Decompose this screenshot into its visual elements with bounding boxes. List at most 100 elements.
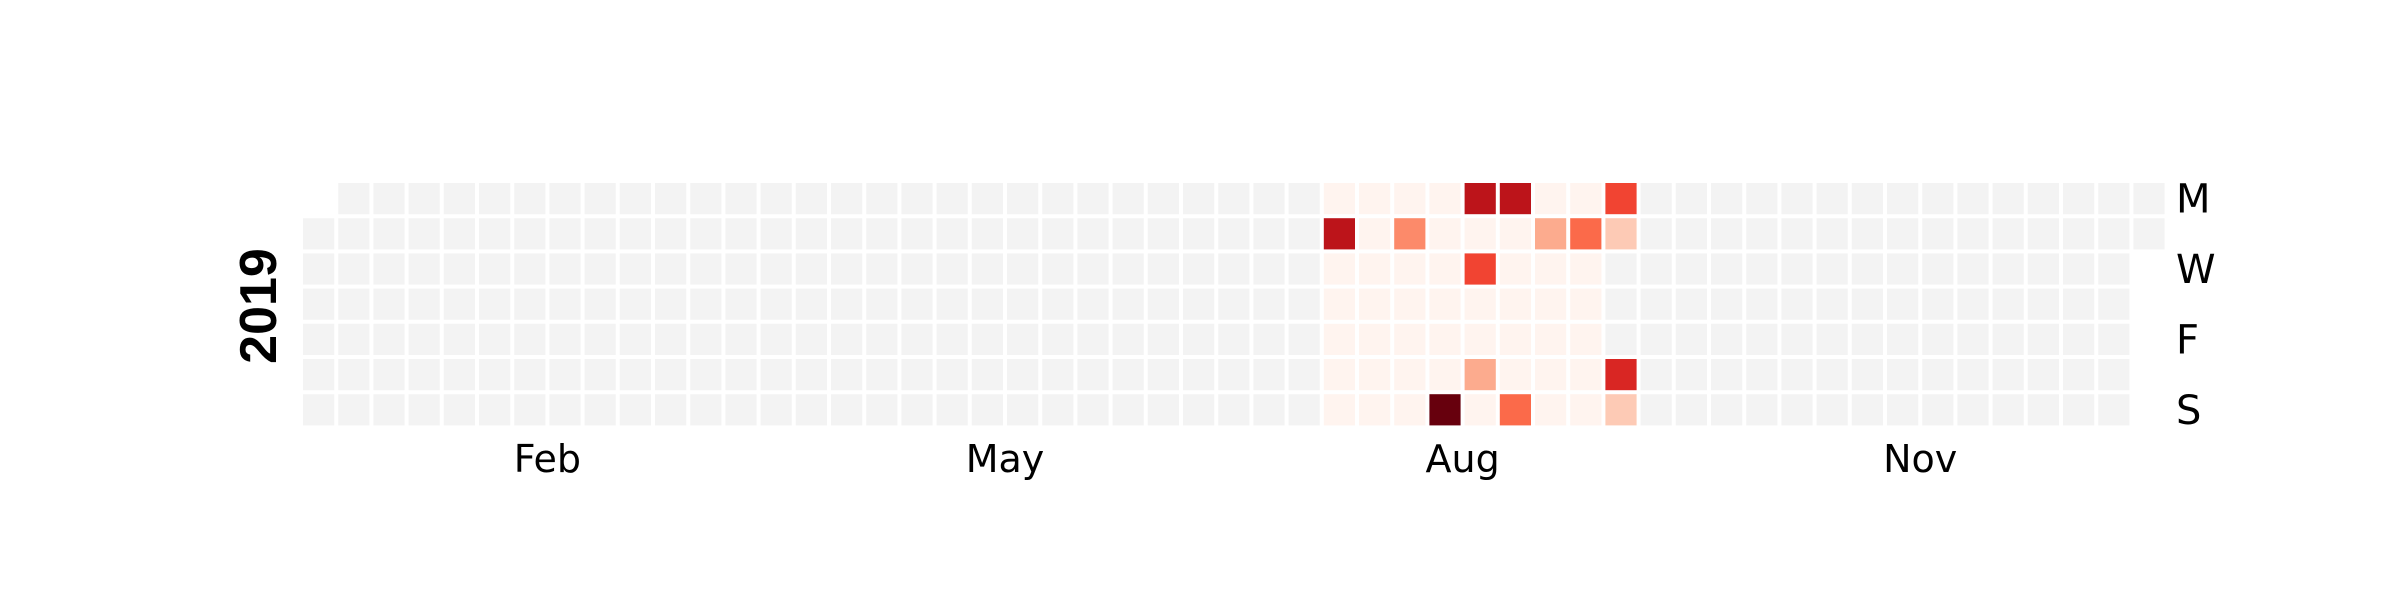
heatmap-cell xyxy=(1007,394,1039,426)
heatmap-cell xyxy=(479,323,511,355)
heatmap-cell xyxy=(549,253,581,285)
heatmap-cell xyxy=(831,253,863,285)
heatmap-cell xyxy=(1253,253,1285,285)
heatmap-cell xyxy=(1429,288,1461,320)
heatmap-cell xyxy=(1887,288,1919,320)
heatmap-cell xyxy=(408,218,440,250)
heatmap-cell xyxy=(1007,323,1039,355)
heatmap-cell xyxy=(1218,359,1250,391)
heatmap-cell xyxy=(901,183,933,215)
heatmap-cell xyxy=(831,394,863,426)
heatmap-cell xyxy=(971,288,1003,320)
heatmap-cell xyxy=(514,394,546,426)
heatmap-cell xyxy=(338,183,370,215)
heatmap-cell xyxy=(1711,359,1743,391)
heatmap-cell xyxy=(1253,323,1285,355)
heatmap-cell xyxy=(514,288,546,320)
heatmap-cell xyxy=(901,394,933,426)
heatmap-cell xyxy=(584,183,616,215)
heatmap-cell xyxy=(479,288,511,320)
heatmap-cell xyxy=(1499,183,1531,215)
heatmap-cell xyxy=(971,394,1003,426)
heatmap-cell xyxy=(901,288,933,320)
heatmap-cell xyxy=(1288,183,1320,215)
heatmap-cell xyxy=(1816,323,1848,355)
heatmap-cell xyxy=(1394,253,1426,285)
heatmap-cell xyxy=(936,288,968,320)
heatmap-cell xyxy=(971,323,1003,355)
heatmap-cell xyxy=(1605,394,1637,426)
heatmap-cell xyxy=(1429,183,1461,215)
heatmap-cell xyxy=(479,394,511,426)
heatmap-cell xyxy=(936,394,968,426)
heatmap-cell xyxy=(549,218,581,250)
heatmap-cell xyxy=(971,218,1003,250)
heatmap-cell xyxy=(1042,359,1074,391)
heatmap-cell xyxy=(1535,394,1567,426)
heatmap-cell xyxy=(338,218,370,250)
heatmap-cell xyxy=(2027,359,2059,391)
heatmap-cell xyxy=(831,183,863,215)
heatmap-cell xyxy=(1288,323,1320,355)
heatmap-cell xyxy=(1781,359,1813,391)
heatmap-cell xyxy=(1640,394,1672,426)
heatmap-cell xyxy=(1147,183,1179,215)
heatmap-cell xyxy=(1183,288,1215,320)
heatmap-cell xyxy=(2098,394,2130,426)
heatmap-cell xyxy=(690,323,722,355)
heatmap-cell xyxy=(2098,359,2130,391)
heatmap-cell xyxy=(1112,183,1144,215)
heatmap-cell xyxy=(584,288,616,320)
heatmap-cell xyxy=(866,394,898,426)
heatmap-cell xyxy=(1922,288,1954,320)
heatmap-cell xyxy=(936,323,968,355)
heatmap-cell xyxy=(901,359,933,391)
heatmap-cell xyxy=(1570,183,1602,215)
heatmap-cell xyxy=(1816,218,1848,250)
heatmap-cell xyxy=(1288,253,1320,285)
heatmap-cell xyxy=(443,394,475,426)
heatmap-cell xyxy=(549,183,581,215)
heatmap-cell xyxy=(1499,394,1531,426)
heatmap-cell xyxy=(1711,394,1743,426)
heatmap-cell xyxy=(1499,288,1531,320)
heatmap-cell xyxy=(1499,253,1531,285)
heatmap-cell xyxy=(373,323,405,355)
heatmap-cell xyxy=(1675,183,1707,215)
heatmap-cell xyxy=(1218,323,1250,355)
heatmap-cell xyxy=(655,183,687,215)
heatmap-cell xyxy=(1992,183,2024,215)
heatmap-cell xyxy=(549,359,581,391)
heatmap-cell xyxy=(936,218,968,250)
heatmap-cell xyxy=(1042,394,1074,426)
heatmap-cell xyxy=(1781,183,1813,215)
heatmap-cell xyxy=(1711,218,1743,250)
heatmap-cell xyxy=(338,359,370,391)
heatmap-cell xyxy=(1147,359,1179,391)
heatmap-cell xyxy=(1253,218,1285,250)
heatmap-cell xyxy=(1640,218,1672,250)
heatmap-cell xyxy=(1218,253,1250,285)
heatmap-cell xyxy=(1323,253,1355,285)
heatmap-cell xyxy=(1675,394,1707,426)
heatmap-cell xyxy=(2027,394,2059,426)
heatmap-cell xyxy=(1499,218,1531,250)
heatmap-cell xyxy=(303,323,335,355)
heatmap-cell xyxy=(655,323,687,355)
heatmap-cell xyxy=(1887,218,1919,250)
heatmap-cell xyxy=(1077,183,1109,215)
heatmap-cell xyxy=(1675,288,1707,320)
heatmap-cell xyxy=(1253,183,1285,215)
heatmap-cell xyxy=(514,359,546,391)
month-label: Aug xyxy=(1425,437,1499,481)
heatmap-cell xyxy=(408,288,440,320)
heatmap-cell xyxy=(443,253,475,285)
heatmap-cell xyxy=(2063,183,2095,215)
heatmap-cell xyxy=(1464,183,1496,215)
heatmap-cell xyxy=(1394,218,1426,250)
heatmap-cell xyxy=(303,288,335,320)
heatmap-cell xyxy=(1922,218,1954,250)
heatmap-cell xyxy=(584,323,616,355)
heatmap-cell xyxy=(1570,218,1602,250)
heatmap-cell xyxy=(1570,288,1602,320)
